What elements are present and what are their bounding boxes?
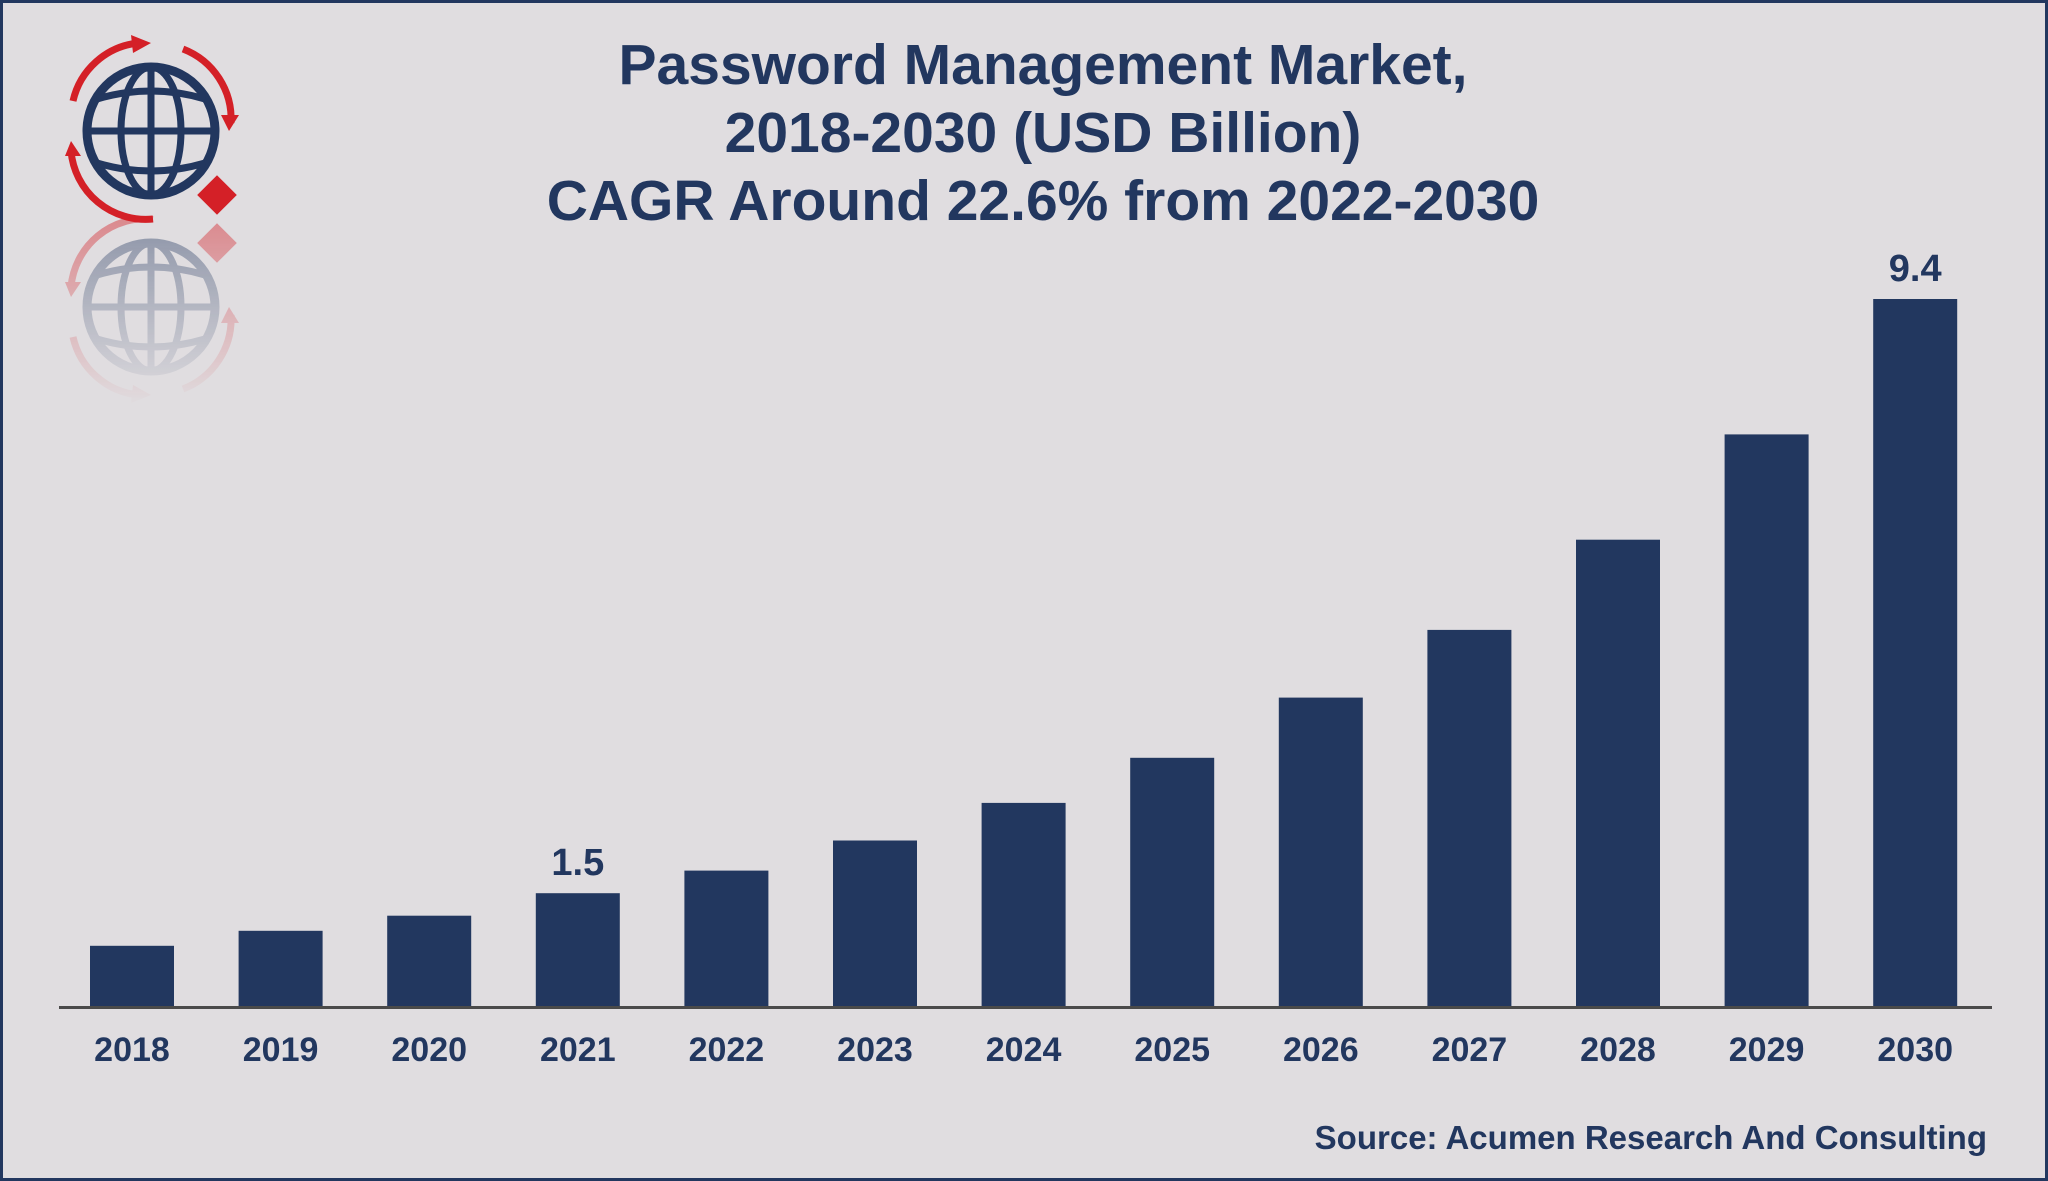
- chart-subtitle: CAGR Around 22.6% from 2022-2030: [546, 169, 1540, 233]
- x-tick-label: 2026: [1283, 1031, 1359, 1069]
- bar-2018: [90, 945, 174, 1006]
- x-tick-label: 2030: [1877, 1031, 1953, 1069]
- x-tick-label: 2022: [689, 1031, 765, 1069]
- bar-2026: [1278, 697, 1363, 1006]
- data-label-2030: 9.4: [1889, 248, 1942, 290]
- bar-2024: [981, 802, 1066, 1006]
- bar-2027: [1427, 629, 1512, 1006]
- bar-chart: 2018 2019 2020 2021 1.5 2022 2023 2024 2025 2026 2…: [59, 248, 1992, 1069]
- bar-2025: [1130, 757, 1215, 1006]
- bar-2030: [1873, 299, 1958, 1006]
- chart-title: Password Management Market, 2018-2030 (U…: [343, 31, 1743, 235]
- chart-title-line: 2018-2030 (USD Billion): [724, 101, 1362, 165]
- bar-2020: [387, 915, 472, 1006]
- x-tick-label: 2025: [1134, 1031, 1210, 1069]
- bar-2022: [684, 870, 769, 1006]
- bar-2029: [1724, 434, 1809, 1006]
- bar-2028: [1576, 539, 1660, 1006]
- x-tick-label: 2027: [1432, 1031, 1508, 1069]
- source-note: Source: Acumen Research And Consulting: [1314, 1119, 1987, 1156]
- x-tick-label: 2020: [391, 1031, 467, 1069]
- chart-title-line: Password Management Market,: [618, 33, 1468, 97]
- x-tick-label: 2028: [1580, 1031, 1656, 1069]
- bar-2023: [833, 840, 917, 1006]
- bar-2021: [535, 893, 620, 1006]
- bar-2019: [238, 930, 323, 1006]
- x-tick-label: 2024: [986, 1031, 1062, 1069]
- x-tick-label: 2023: [837, 1031, 913, 1069]
- x-tick-label: 2018: [94, 1031, 170, 1069]
- x-tick-label: 2029: [1729, 1031, 1805, 1069]
- x-tick-label: 2021: [540, 1031, 616, 1069]
- x-tick-label: 2019: [243, 1031, 319, 1069]
- data-label-2021: 1.5: [551, 842, 604, 884]
